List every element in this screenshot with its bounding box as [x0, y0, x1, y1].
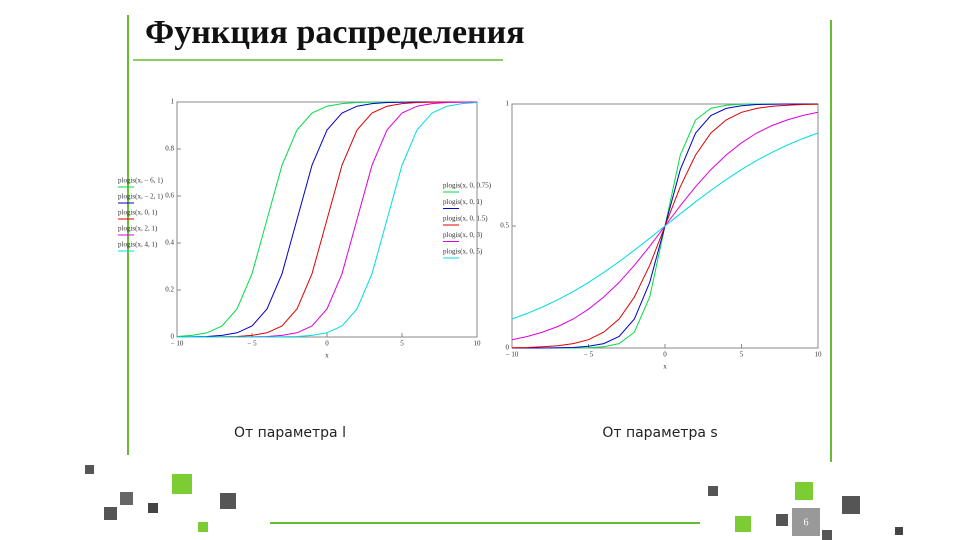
- legend-label: plogis(x, 0, 1): [118, 209, 158, 217]
- x-tick-label: 0: [663, 351, 667, 359]
- y-tick-label: 0: [171, 333, 175, 341]
- x-tick-label: 10: [815, 351, 823, 359]
- y-tick-label: 0.5: [500, 222, 509, 230]
- x-tick-label: − 5: [584, 351, 594, 359]
- x-tick-label: 10: [474, 340, 482, 348]
- y-tick-label: 0.4: [165, 239, 174, 247]
- page-box: [792, 508, 820, 536]
- x-tick-label: − 5: [247, 340, 257, 348]
- decor: [85, 465, 903, 540]
- x-tick-label: 5: [400, 340, 404, 348]
- caption: От параметра l: [234, 425, 346, 441]
- legend-label: plogis(x, 0, 1): [443, 198, 483, 206]
- legend-label: plogis(x, 2, 1): [118, 225, 158, 233]
- legend-label: plogis(x, − 6, 1): [118, 177, 164, 185]
- caption: От параметра s: [602, 425, 717, 441]
- legend-label: plogis(x, 0, 0.75): [443, 182, 492, 190]
- legend-label: plogis(x, 0, 5): [443, 248, 483, 256]
- x-tick-label: 0: [325, 340, 329, 348]
- series-line: [177, 102, 478, 338]
- x-tick-label: − 10: [506, 351, 519, 359]
- legend-label: plogis(x, 0, 3): [443, 231, 483, 239]
- legend-label: plogis(x, − 2, 1): [118, 193, 164, 201]
- legend-label: plogis(x, 0, 1.5): [443, 215, 488, 223]
- series-line: [511, 132, 819, 320]
- x-axis-label: x: [663, 363, 667, 371]
- page-number: 6: [804, 517, 809, 528]
- x-tick-label: − 10: [171, 340, 184, 348]
- legend-label: plogis(x, 4, 1): [118, 241, 158, 249]
- y-tick-label: 0.8: [165, 145, 174, 153]
- y-tick-label: 1: [171, 98, 175, 106]
- y-tick-label: 1: [506, 100, 510, 108]
- y-tick-label: 0: [506, 344, 510, 352]
- x-axis-label: x: [325, 352, 329, 360]
- y-tick-label: 0.2: [165, 286, 174, 294]
- slide-title: Функция распределения: [145, 14, 525, 51]
- x-tick-label: 5: [740, 351, 744, 359]
- y-tick-label: 0.6: [165, 192, 174, 200]
- series-line: [177, 101, 477, 338]
